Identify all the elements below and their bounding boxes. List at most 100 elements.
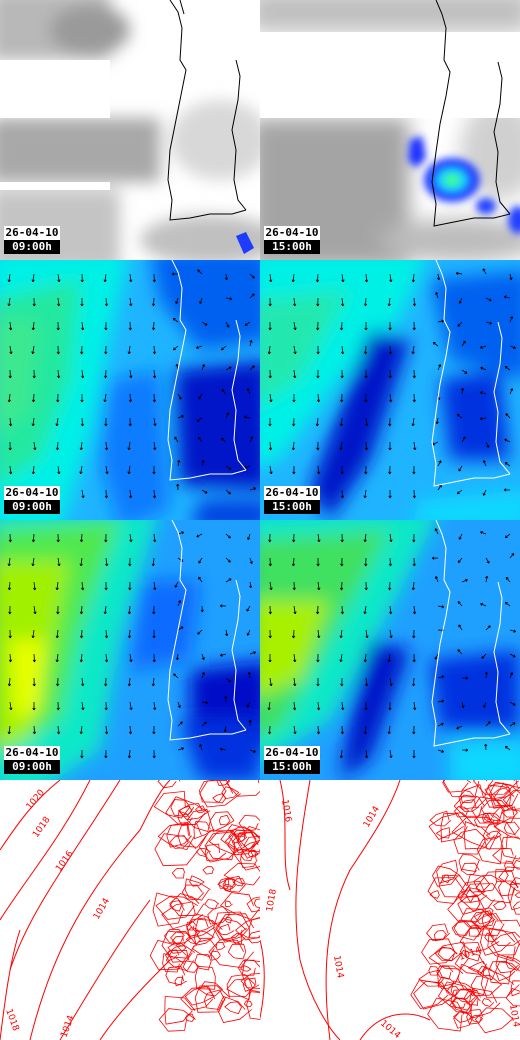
wind-arrow-head bbox=[489, 321, 493, 325]
terrain-contour bbox=[434, 947, 461, 962]
terrain-contour bbox=[240, 973, 260, 993]
wind2-map-1500 bbox=[260, 520, 520, 780]
wind-panel-1500: 26-04-10 15:00h bbox=[260, 260, 520, 520]
wind-arrow bbox=[246, 701, 251, 708]
wind-arrow bbox=[105, 465, 108, 474]
wind-arrow-head bbox=[339, 587, 344, 591]
terrain-contour bbox=[459, 941, 482, 962]
terrain-contour bbox=[492, 805, 516, 824]
terrain-contour bbox=[492, 900, 507, 911]
wind-arrow bbox=[8, 677, 11, 687]
wind-arrow-head bbox=[171, 272, 175, 276]
wind-arrow bbox=[505, 577, 511, 583]
panel-date: 26-04-10 bbox=[4, 486, 60, 500]
wind-arrow-head bbox=[8, 659, 13, 663]
terrain-contour bbox=[460, 789, 478, 804]
wind-arrow-head bbox=[127, 755, 132, 759]
wind-arrow bbox=[104, 605, 107, 614]
terrain-contour bbox=[198, 981, 224, 997]
wind-arrow-head bbox=[293, 303, 297, 307]
wind-arrow-head bbox=[103, 375, 108, 379]
wind-arrow bbox=[128, 749, 131, 759]
wind-arrow bbox=[509, 316, 513, 323]
wind-arrow bbox=[457, 601, 463, 607]
wind-arrow bbox=[461, 388, 464, 395]
terrain-contour bbox=[450, 980, 477, 1000]
wind-arrow bbox=[293, 725, 296, 734]
wind-arrow-head bbox=[413, 707, 417, 711]
wind-arrow-head bbox=[7, 279, 11, 283]
wind-arrow-head bbox=[31, 351, 35, 355]
terrain-contour bbox=[466, 1009, 484, 1025]
terrain-contour bbox=[451, 816, 501, 850]
wind-arrow-head bbox=[411, 423, 415, 427]
wind-arrow-head bbox=[268, 731, 272, 735]
wind-arrow-head bbox=[104, 423, 108, 427]
wind-arrow-head bbox=[316, 351, 320, 355]
terrain-contour bbox=[171, 867, 186, 879]
terrain-contour bbox=[410, 979, 453, 1010]
wind-arrow-head bbox=[129, 279, 133, 283]
wind-arrow-head bbox=[152, 635, 156, 639]
wind-arrow bbox=[57, 273, 60, 282]
wind-arrow-head bbox=[316, 447, 320, 451]
wind-arrow bbox=[175, 297, 179, 304]
wind-arrow bbox=[413, 489, 415, 499]
wind-arrow-head bbox=[268, 423, 272, 427]
wind-arrow bbox=[249, 340, 252, 347]
wind-arrow bbox=[153, 345, 155, 355]
wind-arrow bbox=[249, 365, 255, 371]
cloud-panel-0900: 26-04-10 09:00h bbox=[0, 0, 260, 260]
wind-arrow-head bbox=[56, 539, 60, 543]
wind-arrow-head bbox=[412, 539, 416, 543]
wind-arrow bbox=[457, 489, 463, 495]
wind-arrow-head bbox=[251, 293, 255, 297]
wind-arrow-head bbox=[104, 635, 109, 639]
wind-arrow bbox=[412, 273, 415, 283]
wind-arrow bbox=[458, 624, 463, 631]
wind-arrow bbox=[341, 701, 344, 710]
terrain-contour bbox=[247, 930, 260, 944]
wind-arrow-head bbox=[79, 471, 83, 475]
wind-arrow-head bbox=[458, 624, 462, 628]
terrain-contour bbox=[441, 874, 451, 884]
wind-arrow-head bbox=[176, 483, 180, 487]
wind-arrow-head bbox=[455, 271, 459, 276]
wind-arrow bbox=[8, 557, 11, 566]
wind-arrow-head bbox=[55, 635, 59, 639]
wind-arrow-head bbox=[434, 656, 438, 660]
wind-arrow-head bbox=[411, 279, 416, 283]
wind-arrow bbox=[56, 629, 59, 638]
wind-arrow bbox=[485, 671, 487, 679]
wind-arrow bbox=[249, 436, 253, 443]
wind-arrow-head bbox=[339, 755, 343, 759]
wind-arrow-head bbox=[228, 366, 232, 370]
wind-arrow bbox=[412, 581, 415, 591]
wind-arrow bbox=[56, 441, 59, 451]
wind-arrow-head bbox=[512, 702, 516, 706]
wind-arrow bbox=[364, 533, 367, 542]
wind-arrow bbox=[480, 531, 487, 535]
wind-arrow-head bbox=[316, 683, 320, 687]
wind-arrow bbox=[57, 725, 60, 735]
terrain-contour bbox=[226, 974, 256, 997]
wind-arrow bbox=[461, 701, 464, 708]
wind-arrow bbox=[461, 340, 466, 347]
wind-arrow bbox=[196, 345, 203, 349]
wind-arrow-head bbox=[227, 679, 231, 683]
wind-arrow bbox=[437, 364, 441, 371]
wind-arrow bbox=[32, 345, 35, 354]
wind-arrow bbox=[485, 557, 490, 564]
wind-arrow-head bbox=[7, 563, 11, 567]
wind-arrow bbox=[201, 701, 208, 704]
wind-arrow bbox=[8, 581, 11, 591]
wind-arrow-head bbox=[104, 683, 108, 687]
wind-arrow-head bbox=[340, 303, 345, 307]
wind-arrow bbox=[437, 605, 444, 608]
wind-arrow-head bbox=[504, 601, 508, 605]
terrain-contour bbox=[219, 892, 260, 920]
wind-arrow-head bbox=[388, 351, 392, 355]
wind-arrow bbox=[224, 725, 227, 732]
wind-arrow bbox=[201, 489, 208, 494]
wind-arrow bbox=[225, 321, 230, 328]
